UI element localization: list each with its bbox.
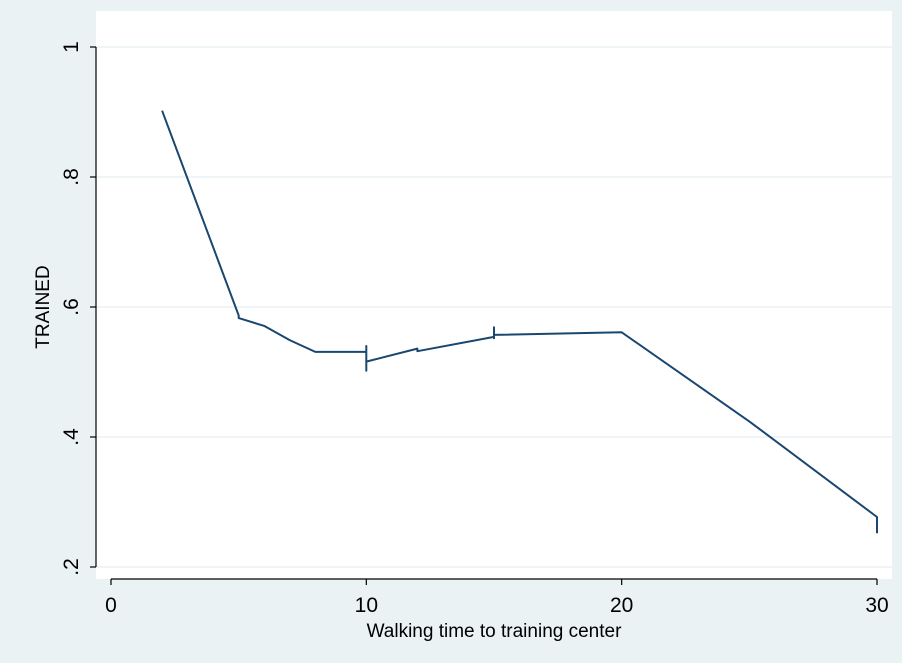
grid-lines <box>96 46 892 568</box>
y-tick-label-2: .6 <box>60 298 83 316</box>
y-axis-title: TRAINED <box>33 265 54 348</box>
x-axis-ticks: 0 10 20 30 <box>105 579 889 617</box>
x-tick-label-0: 0 <box>105 594 117 617</box>
x-tick-label-2: 20 <box>610 594 633 617</box>
series-group <box>161 110 878 534</box>
y-tick-label-4: 1 <box>60 41 83 53</box>
x-tick-label-3: 30 <box>865 594 888 617</box>
y-tick-label-0: .2 <box>60 558 83 576</box>
x-axis-title: Walking time to training center <box>367 621 623 642</box>
y-axis-ticks: .2 .4 .6 .8 1 <box>60 41 96 576</box>
series-line-0 <box>161 110 878 534</box>
y-tick-label-1: .4 <box>60 428 83 446</box>
y-tick-label-3: .8 <box>60 168 83 186</box>
plot-area <box>96 11 892 579</box>
x-tick-label-1: 10 <box>355 594 378 617</box>
